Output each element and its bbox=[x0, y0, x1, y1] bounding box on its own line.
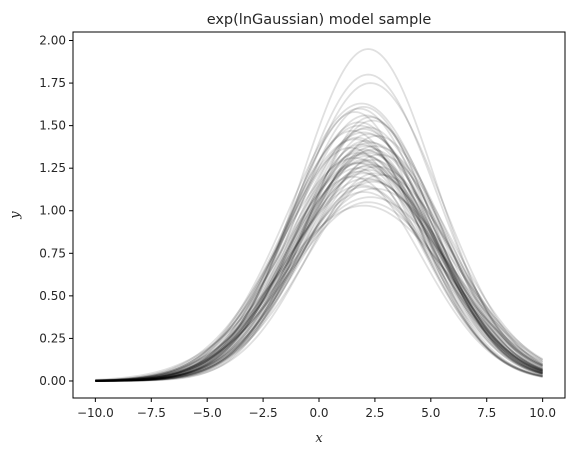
series-line-21 bbox=[95, 151, 543, 382]
series-line-47 bbox=[95, 153, 543, 382]
series-line-43 bbox=[95, 121, 543, 382]
y-tick-label: 2.00 bbox=[39, 34, 66, 48]
series-line-17 bbox=[95, 145, 544, 382]
x-tick-label: −2.5 bbox=[249, 406, 278, 420]
x-tick-label: −5.0 bbox=[193, 406, 222, 420]
series-line-14 bbox=[95, 140, 543, 382]
series-line-52 bbox=[95, 186, 543, 382]
series-line-0 bbox=[95, 48, 544, 382]
series-line-26 bbox=[95, 160, 543, 382]
x-tick-label: 0.0 bbox=[309, 406, 328, 420]
series-line-53 bbox=[95, 128, 543, 382]
y-tick-label: 0.75 bbox=[39, 246, 66, 260]
series-line-54 bbox=[95, 145, 543, 382]
series-line-44 bbox=[95, 133, 543, 382]
plot-area: −10.0 −7.5 −5.0 −2.5 0.0 2.5 5.0 7.5 10.0 0.000.… bbox=[39, 31, 566, 420]
series-line-8 bbox=[95, 124, 543, 382]
series-line-35 bbox=[95, 177, 544, 382]
series-line-4 bbox=[95, 105, 543, 382]
series-line-11 bbox=[95, 131, 544, 382]
series-line-46 bbox=[95, 148, 543, 382]
curves-group bbox=[95, 48, 544, 382]
series-line-50 bbox=[95, 170, 543, 382]
x-tick-label: 2.5 bbox=[365, 406, 384, 420]
series-line-27 bbox=[95, 162, 544, 382]
x-axis: −10.0 −7.5 −5.0 −2.5 0.0 2.5 5.0 7.5 10.0 bbox=[77, 398, 556, 420]
series-line-37 bbox=[95, 184, 543, 382]
x-axis-label: x bbox=[315, 431, 323, 446]
series-line-55 bbox=[95, 151, 543, 382]
series-line-59 bbox=[95, 107, 543, 382]
series-line-13 bbox=[95, 136, 543, 382]
series-line-36 bbox=[95, 180, 543, 382]
series-line-1 bbox=[95, 73, 544, 382]
series-line-3 bbox=[95, 102, 544, 382]
series-line-6 bbox=[95, 114, 544, 382]
series-line-10 bbox=[95, 129, 543, 382]
x-tick-label: 10.0 bbox=[529, 406, 556, 420]
x-tick-label: −7.5 bbox=[137, 406, 166, 420]
chart-title: exp(lnGaussian) model sample bbox=[207, 12, 432, 28]
series-line-16 bbox=[95, 143, 543, 382]
y-tick-label: 1.75 bbox=[39, 76, 66, 90]
series-line-51 bbox=[95, 179, 543, 382]
series-line-40 bbox=[95, 196, 544, 382]
x-tick-label: −10.0 bbox=[77, 406, 114, 420]
y-tick-label: 1.25 bbox=[39, 161, 66, 175]
series-line-33 bbox=[95, 174, 544, 382]
series-line-2 bbox=[95, 82, 544, 382]
y-tick-label: 1.50 bbox=[39, 119, 66, 133]
x-tick-label: 5.0 bbox=[421, 406, 440, 420]
series-line-18 bbox=[95, 146, 543, 382]
series-line-23 bbox=[95, 155, 543, 382]
series-line-56 bbox=[95, 162, 543, 382]
series-line-58 bbox=[95, 116, 543, 382]
y-tick-label: 1.00 bbox=[39, 204, 66, 218]
series-line-49 bbox=[95, 165, 543, 382]
series-line-30 bbox=[95, 167, 543, 382]
series-line-39 bbox=[95, 191, 543, 382]
series-line-34 bbox=[95, 175, 543, 382]
series-line-29 bbox=[95, 165, 544, 382]
y-tick-label: 0.00 bbox=[39, 374, 66, 388]
series-line-57 bbox=[95, 172, 543, 382]
series-line-15 bbox=[95, 141, 544, 382]
series-line-7 bbox=[95, 119, 543, 382]
series-line-9 bbox=[95, 126, 543, 382]
y-tick-label: 0.25 bbox=[39, 331, 66, 345]
series-line-12 bbox=[95, 134, 544, 382]
series-line-28 bbox=[95, 163, 543, 382]
series-line-48 bbox=[95, 158, 543, 382]
series-line-25 bbox=[95, 158, 543, 382]
series-line-42 bbox=[95, 204, 544, 381]
y-axis-label: y bbox=[8, 211, 23, 220]
series-line-22 bbox=[95, 153, 544, 382]
series-line-20 bbox=[95, 150, 543, 382]
series-line-45 bbox=[95, 138, 543, 382]
series-line-24 bbox=[95, 157, 543, 382]
x-tick-label: 7.5 bbox=[477, 406, 496, 420]
series-line-32 bbox=[95, 172, 543, 382]
series-line-38 bbox=[95, 187, 544, 382]
y-tick-label: 0.50 bbox=[39, 289, 66, 303]
series-line-31 bbox=[95, 168, 544, 382]
series-line-41 bbox=[95, 201, 544, 382]
y-axis: 0.00 0.25 0.50 0.75 1.00 1.25 1.50 1.75 2.00 bbox=[39, 34, 73, 388]
series-line-19 bbox=[95, 148, 543, 382]
series-line-5 bbox=[95, 111, 543, 382]
